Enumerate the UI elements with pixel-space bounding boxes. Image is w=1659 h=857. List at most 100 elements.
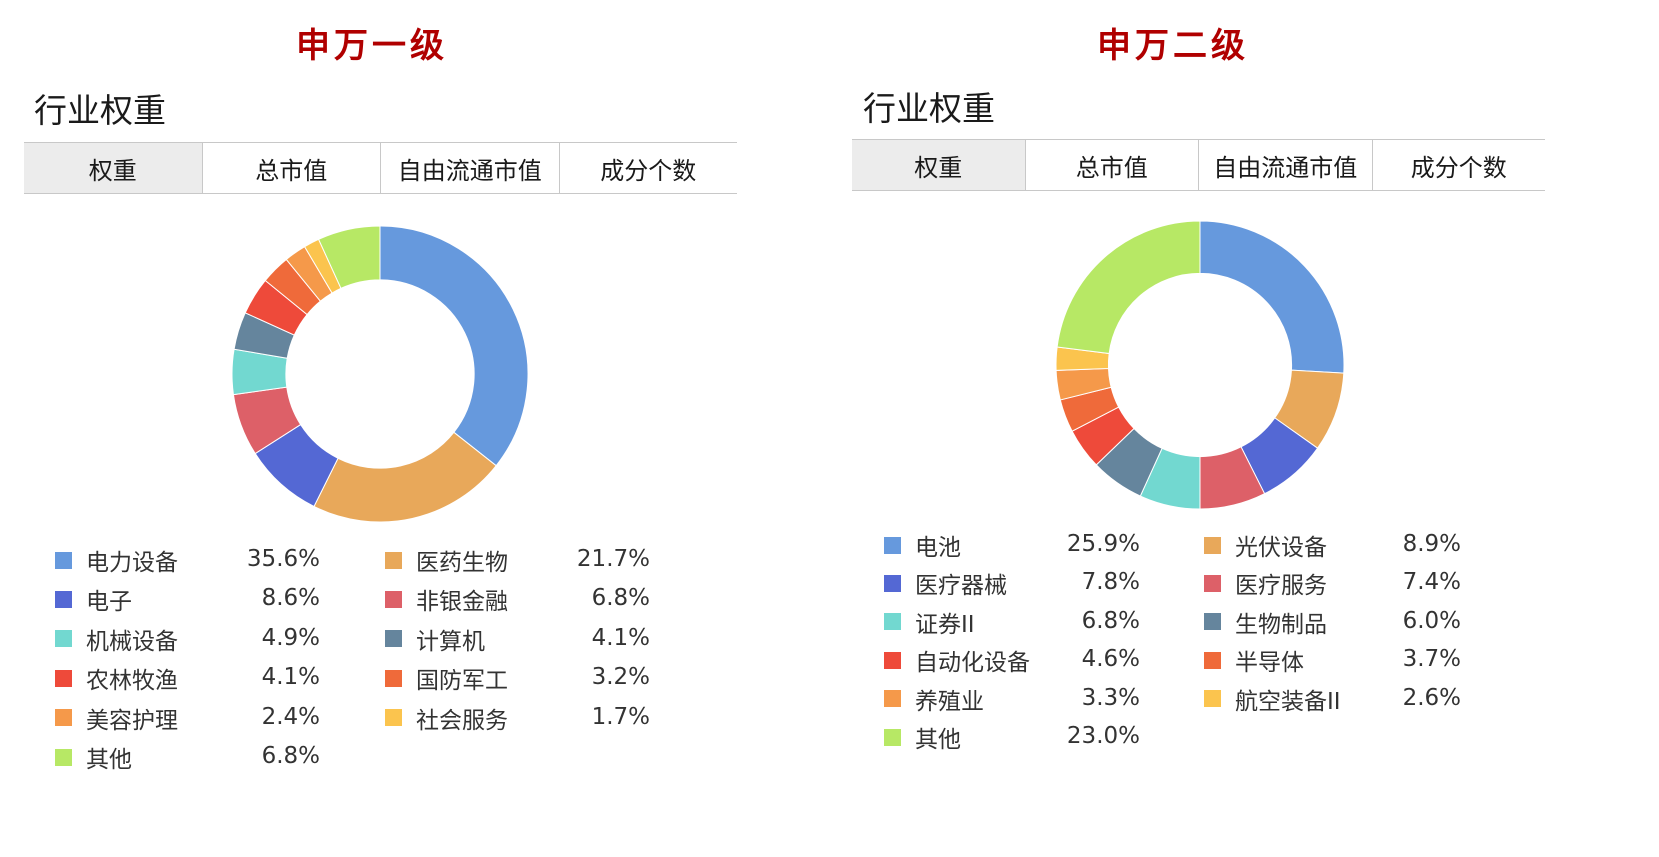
legend-value: 21.7% — [576, 546, 650, 572]
legend-label: 医疗器械 — [915, 573, 1007, 600]
legend-swatch — [55, 748, 72, 766]
legend-swatch — [1204, 613, 1221, 631]
legend-value: 25.9% — [1066, 531, 1140, 557]
donut-slice-0[interactable] — [1199, 220, 1345, 374]
tab-weight[interactable]: 权重 — [852, 140, 1026, 190]
panel-sw-level1: 申万一级 行业权重 权重 总市值 自由流通市值 成分个数 电力设备 35.6% 医药… — [0, 0, 829, 857]
legend-item[interactable]: 机械设备 — [55, 624, 178, 655]
legend-label: 非银金融 — [416, 589, 508, 616]
legend-item[interactable]: 医药生物 — [385, 545, 508, 576]
legend-label: 美容护理 — [86, 707, 178, 734]
legend-item[interactable]: 电池 — [884, 530, 961, 561]
legend-label: 医药生物 — [416, 550, 508, 576]
legend-item[interactable]: 电力设备 — [55, 545, 178, 576]
donut-slice-10[interactable] — [1056, 220, 1201, 355]
legend-value: 23.0% — [1066, 723, 1140, 749]
legend-swatch — [884, 613, 901, 631]
legend-swatch — [385, 630, 402, 648]
donut-slice-10[interactable] — [317, 225, 381, 290]
legend-swatch — [385, 551, 402, 569]
level-title: 申万一级 — [296, 26, 448, 66]
legend-item[interactable]: 农林牧渔 — [55, 663, 178, 695]
legend-swatch — [884, 690, 901, 708]
legend-swatch — [1204, 574, 1221, 592]
donut-chart — [231, 225, 529, 523]
legend-item[interactable]: 社会服务 — [385, 703, 508, 734]
donut-slice-0[interactable] — [379, 225, 529, 467]
legend-value: 4.9% — [261, 624, 320, 651]
legend-item[interactable]: 电子 — [55, 584, 132, 616]
legend-value: 8.9% — [1402, 531, 1461, 557]
legend-label: 养殖业 — [915, 688, 984, 715]
legend-value: 2.4% — [261, 703, 320, 730]
legend-label: 其他 — [86, 747, 132, 773]
legend-label: 农林牧渔 — [86, 668, 178, 695]
tab-free-float-market-cap[interactable]: 自由流通市值 — [381, 143, 560, 193]
legend-item[interactable]: 美容护理 — [55, 703, 178, 734]
donut-slice-1[interactable] — [313, 431, 497, 523]
legend-label: 国防军工 — [416, 668, 508, 695]
legend-swatch — [884, 574, 901, 592]
panel-sw-level2: 申万二级 行业权重 权重 总市值 自由流通市值 成分个数 电池 25.9% 光伏设备… — [829, 0, 1659, 857]
legend-label: 自动化设备 — [915, 650, 1030, 677]
legend-swatch — [385, 590, 402, 608]
legend-item[interactable]: 计算机 — [385, 624, 485, 655]
legend-label: 电池 — [915, 535, 961, 561]
metric-tabs: 权重 总市值 自由流通市值 成分个数 — [24, 142, 737, 194]
tab-constituent-count[interactable]: 成分个数 — [600, 156, 697, 185]
legend-item[interactable]: 航空装备II — [1204, 684, 1341, 715]
legend-swatch — [55, 669, 72, 687]
legend-swatch — [385, 709, 402, 727]
legend-swatch — [1204, 651, 1221, 669]
legend-value: 3.7% — [1402, 646, 1461, 673]
legend-value: 6.8% — [1081, 607, 1140, 634]
legend-item[interactable]: 医疗器械 — [884, 568, 1007, 600]
donut-chart — [1055, 220, 1345, 510]
legend-label: 医疗服务 — [1235, 573, 1327, 600]
legend-label: 电子 — [86, 589, 132, 616]
legend-value: 4.1% — [261, 664, 320, 691]
legend-value: 35.6% — [246, 546, 320, 572]
legend-item[interactable]: 半导体 — [1204, 645, 1304, 677]
tab-constituent-count[interactable]: 成分个数 — [1410, 153, 1507, 182]
legend-item[interactable]: 其他 — [55, 742, 132, 773]
metric-tabs: 权重 总市值 自由流通市值 成分个数 — [852, 139, 1545, 191]
tab-total-market-cap[interactable]: 总市值 — [1026, 140, 1199, 190]
tab-free-float-market-cap[interactable]: 自由流通市值 — [1199, 140, 1373, 190]
legend-item[interactable]: 国防军工 — [385, 663, 508, 695]
legend-swatch — [1204, 690, 1221, 708]
legend-value: 2.6% — [1402, 684, 1461, 711]
level-title: 申万二级 — [1097, 26, 1249, 66]
legend-value: 6.0% — [1402, 607, 1461, 634]
legend-item[interactable]: 非银金融 — [385, 584, 508, 616]
legend-value: 3.2% — [591, 664, 650, 691]
legend-label: 光伏设备 — [1235, 535, 1327, 561]
legend-label: 证券II — [915, 611, 975, 638]
legend-item[interactable]: 其他 — [884, 722, 961, 753]
legend-swatch — [385, 669, 402, 687]
legend-swatch — [55, 709, 72, 727]
legend-item[interactable]: 生物制品 — [1204, 607, 1327, 638]
legend-label: 半导体 — [1235, 650, 1304, 677]
legend-swatch — [55, 630, 72, 648]
legend-value: 4.1% — [591, 624, 650, 651]
legend-label: 生物制品 — [1235, 611, 1327, 638]
legend-value: 1.7% — [591, 703, 650, 730]
legend-swatch — [884, 536, 901, 554]
legend-item[interactable]: 医疗服务 — [1204, 568, 1327, 600]
legend-item[interactable]: 光伏设备 — [1204, 530, 1327, 561]
legend-value: 4.6% — [1081, 646, 1140, 673]
tab-total-market-cap[interactable]: 总市值 — [203, 143, 381, 193]
legend-label: 其他 — [915, 727, 961, 753]
legend-value: 3.3% — [1081, 684, 1140, 711]
legend-item[interactable]: 自动化设备 — [884, 645, 1030, 677]
legend-label: 机械设备 — [86, 628, 178, 655]
section-title: 行业权重 — [34, 91, 166, 130]
tab-weight[interactable]: 权重 — [24, 143, 203, 193]
legend-swatch — [55, 551, 72, 569]
legend-label: 航空装备II — [1235, 688, 1341, 715]
legend-item[interactable]: 证券II — [884, 607, 975, 638]
legend-item[interactable]: 养殖业 — [884, 684, 984, 715]
legend-label: 电力设备 — [86, 550, 178, 576]
legend-value: 8.6% — [261, 585, 320, 612]
